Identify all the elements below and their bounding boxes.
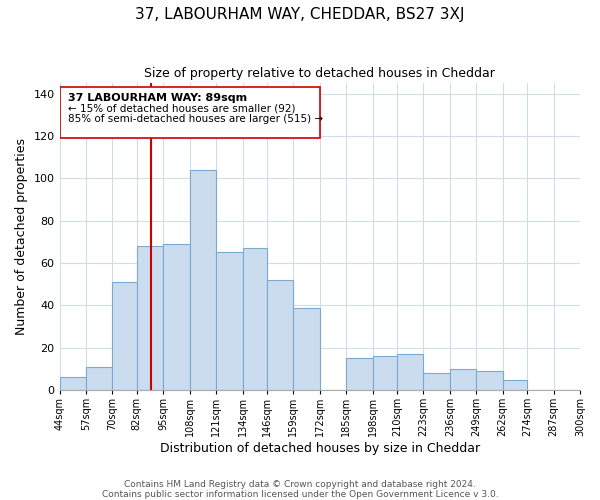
Bar (216, 252, 242, 390)
Bar (190, 170, 216, 390)
Bar (59, 378, 86, 390)
Bar (163, 244, 190, 390)
Bar (346, 358, 373, 390)
Bar (137, 246, 163, 390)
Bar (373, 356, 397, 390)
Bar (476, 371, 503, 390)
Text: 85% of semi-detached houses are larger (515) →: 85% of semi-detached houses are larger (… (68, 114, 323, 124)
FancyBboxPatch shape (59, 88, 320, 138)
Bar (397, 354, 424, 390)
Title: Size of property relative to detached houses in Cheddar: Size of property relative to detached ho… (145, 68, 495, 80)
Text: Contains public sector information licensed under the Open Government Licence v : Contains public sector information licen… (101, 490, 499, 499)
Y-axis label: Number of detached properties: Number of detached properties (15, 138, 28, 335)
Text: ← 15% of detached houses are smaller (92): ← 15% of detached houses are smaller (92… (68, 103, 295, 113)
Bar (293, 308, 320, 390)
Bar (424, 373, 450, 390)
Text: 37, LABOURHAM WAY, CHEDDAR, BS27 3XJ: 37, LABOURHAM WAY, CHEDDAR, BS27 3XJ (135, 8, 465, 22)
Bar (267, 280, 293, 390)
Text: 37 LABOURHAM WAY: 89sqm: 37 LABOURHAM WAY: 89sqm (68, 92, 247, 102)
Bar (503, 380, 527, 390)
Bar (112, 282, 137, 390)
Text: Contains HM Land Registry data © Crown copyright and database right 2024.: Contains HM Land Registry data © Crown c… (124, 480, 476, 489)
Bar (86, 367, 112, 390)
X-axis label: Distribution of detached houses by size in Cheddar: Distribution of detached houses by size … (160, 442, 480, 455)
Bar (242, 248, 267, 390)
Bar (450, 369, 476, 390)
